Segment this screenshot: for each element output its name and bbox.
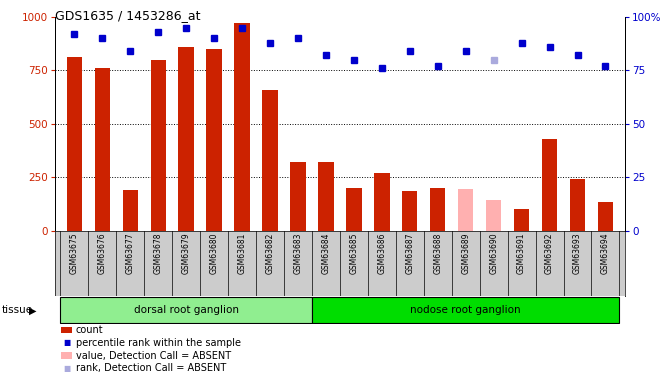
Bar bbox=[234, 23, 249, 231]
Text: GDS1635 / 1453286_at: GDS1635 / 1453286_at bbox=[55, 9, 200, 22]
Text: GSM63680: GSM63680 bbox=[210, 232, 218, 274]
Bar bbox=[94, 68, 110, 231]
Text: GSM63684: GSM63684 bbox=[321, 232, 331, 274]
Text: GSM63693: GSM63693 bbox=[573, 232, 582, 274]
Bar bbox=[207, 49, 222, 231]
Bar bbox=[486, 200, 502, 231]
Text: GSM63678: GSM63678 bbox=[154, 232, 163, 274]
Bar bbox=[374, 173, 389, 231]
Bar bbox=[402, 191, 418, 231]
Text: GSM63683: GSM63683 bbox=[294, 232, 302, 274]
Bar bbox=[514, 209, 529, 231]
Text: ▶: ▶ bbox=[29, 305, 36, 315]
Bar bbox=[430, 188, 446, 231]
Text: value, Detection Call = ABSENT: value, Detection Call = ABSENT bbox=[76, 351, 231, 360]
Text: GSM63692: GSM63692 bbox=[545, 232, 554, 274]
Bar bbox=[150, 60, 166, 231]
Bar bbox=[458, 189, 473, 231]
Text: dorsal root ganglion: dorsal root ganglion bbox=[134, 305, 239, 315]
Text: GSM63676: GSM63676 bbox=[98, 232, 107, 274]
Text: ■: ■ bbox=[63, 364, 70, 373]
Text: GSM63687: GSM63687 bbox=[405, 232, 414, 274]
Text: GSM63689: GSM63689 bbox=[461, 232, 470, 274]
Text: GSM63691: GSM63691 bbox=[517, 232, 526, 274]
Bar bbox=[178, 47, 194, 231]
Bar bbox=[312, 297, 620, 323]
Bar bbox=[60, 297, 312, 323]
Text: ■: ■ bbox=[63, 338, 70, 347]
Text: GSM63677: GSM63677 bbox=[126, 232, 135, 274]
Text: GSM63675: GSM63675 bbox=[70, 232, 79, 274]
Bar bbox=[598, 202, 613, 231]
Bar bbox=[67, 57, 82, 231]
Bar bbox=[262, 90, 278, 231]
Bar bbox=[318, 162, 333, 231]
Text: GSM63694: GSM63694 bbox=[601, 232, 610, 274]
Text: count: count bbox=[76, 325, 104, 335]
Bar bbox=[123, 190, 138, 231]
Text: GSM63681: GSM63681 bbox=[238, 232, 247, 274]
Bar bbox=[346, 188, 362, 231]
Bar bbox=[542, 139, 557, 231]
Text: GSM63686: GSM63686 bbox=[378, 232, 386, 274]
Text: nodose root ganglion: nodose root ganglion bbox=[411, 305, 521, 315]
Text: GSM63688: GSM63688 bbox=[433, 232, 442, 274]
Text: GSM63685: GSM63685 bbox=[349, 232, 358, 274]
Text: GSM63682: GSM63682 bbox=[265, 232, 275, 274]
Text: percentile rank within the sample: percentile rank within the sample bbox=[76, 338, 241, 348]
Text: GSM63690: GSM63690 bbox=[489, 232, 498, 274]
Text: tissue: tissue bbox=[2, 305, 33, 315]
Bar bbox=[570, 179, 585, 231]
Bar bbox=[290, 162, 306, 231]
Text: GSM63679: GSM63679 bbox=[182, 232, 191, 274]
Text: rank, Detection Call = ABSENT: rank, Detection Call = ABSENT bbox=[76, 363, 226, 373]
